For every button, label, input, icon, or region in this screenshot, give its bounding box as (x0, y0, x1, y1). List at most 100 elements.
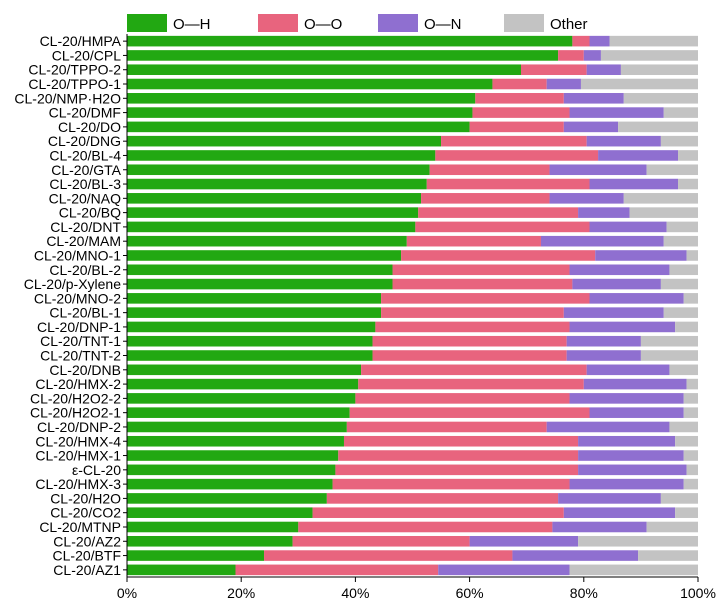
bar-segment (558, 50, 584, 61)
bar-segment (686, 464, 698, 476)
bar-segment (346, 421, 547, 433)
bar-segment (646, 164, 698, 176)
bar-segment (127, 307, 382, 318)
bar-segment (549, 164, 647, 176)
bar-segment (127, 235, 407, 247)
bar-segment (127, 393, 356, 404)
legend-label: O—O (304, 16, 342, 33)
bar-segment (127, 78, 493, 90)
bar-segment (127, 264, 393, 276)
bar-segment (127, 164, 430, 176)
category-label: ε-CL-20 (72, 462, 121, 478)
category-label: CL-20/MAM (46, 233, 121, 249)
bar-segment (358, 378, 584, 390)
bar-segment (595, 250, 687, 261)
bar-segment (355, 393, 570, 404)
bar-segment (569, 478, 684, 490)
bar-segment (392, 264, 570, 276)
bar-segment (683, 293, 698, 304)
bar-segment (127, 550, 265, 561)
bar-segment (569, 264, 670, 276)
bar-segment (620, 64, 698, 76)
bar-segment (669, 364, 698, 376)
category-label: CL-20/HMX-4 (35, 433, 121, 449)
bar-segment (546, 78, 581, 90)
bar-segment (127, 407, 350, 418)
bar-segment (127, 521, 299, 533)
bar-segment (235, 564, 439, 576)
category-label: CL-20/AZ2 (53, 533, 121, 549)
bar-segment (569, 393, 684, 404)
bar-segment (640, 350, 698, 361)
bar-segment (127, 364, 362, 376)
bar-segment (578, 535, 698, 547)
category-label: CL-20/HMPA (40, 33, 122, 49)
bar-segment (426, 178, 590, 190)
bar-segment (580, 78, 698, 90)
bar-segment (475, 93, 564, 104)
bar-segment (566, 350, 641, 361)
bar-segment (663, 107, 698, 118)
bar-segment (578, 464, 687, 476)
bar-segment (127, 321, 376, 333)
category-label: CL-20/TPPO-2 (28, 62, 121, 78)
legend-label: O—H (173, 16, 211, 33)
bar-segment (609, 35, 698, 47)
bar-segment (375, 321, 570, 333)
bar-segment (127, 293, 382, 304)
bar-segment (361, 364, 587, 376)
bar-segment (406, 235, 541, 247)
bar-segment (669, 421, 698, 433)
bar-segment (127, 378, 359, 390)
bar-segment (127, 35, 573, 47)
bar-segment (127, 250, 402, 261)
bar-segment (563, 307, 664, 318)
bar-segment (669, 264, 698, 276)
category-label: CL-20/MNO-1 (34, 247, 121, 263)
bar-segment (569, 107, 664, 118)
category-labels: CL-20/HMPACL-20/CPLCL-20/TPPO-2CL-20/TPP… (14, 33, 121, 578)
x-tick-label: 100% (680, 585, 716, 601)
legend-swatch (378, 14, 418, 32)
category-label: CL-20/DNG (48, 133, 121, 149)
bar-segment (646, 521, 698, 533)
bar-segment (469, 535, 579, 547)
bar-segment (683, 450, 698, 461)
bar-segment (127, 178, 427, 190)
category-label: CL-20/TPPO-1 (28, 76, 121, 92)
category-label: CL-20/NMP·H2O (14, 90, 121, 106)
category-label: CL-20/HMX-3 (35, 476, 121, 492)
bar-segment (472, 107, 570, 118)
bar-segment (629, 207, 698, 218)
bar-segment (566, 335, 641, 347)
category-label: CL-20/BL-3 (49, 176, 121, 192)
bar-segment (589, 178, 679, 190)
category-label: CL-20/DNT (50, 219, 121, 235)
bar-segment (469, 121, 564, 133)
legend-label: Other (550, 16, 588, 33)
bar-segment (583, 378, 687, 390)
bar-segment (127, 435, 344, 447)
category-label: CL-20/BL-1 (49, 305, 121, 321)
bar-segment (392, 278, 573, 290)
bar-segment (335, 464, 579, 476)
bar-segment (623, 93, 698, 104)
category-label: CL-20/TNT-1 (40, 333, 121, 349)
category-label: CL-20/BL-4 (49, 147, 121, 163)
bar-segment (127, 535, 293, 547)
category-label: CL-20/DNP-2 (37, 419, 121, 435)
bar-segment (683, 393, 698, 404)
x-tick-label: 60% (456, 585, 484, 601)
bar-segment (127, 278, 393, 290)
bar-segment (372, 350, 567, 361)
bar-segment (127, 121, 470, 133)
bar-segment (546, 421, 670, 433)
bar-segment (127, 193, 422, 204)
bar-segment (332, 478, 570, 490)
bar-segment (520, 64, 587, 76)
category-label: CL-20/H2O (50, 490, 121, 506)
bar-segment (326, 493, 559, 504)
bar-segment (127, 50, 559, 61)
category-label: CL-20/CPL (52, 47, 121, 63)
category-label: CL-20/p-Xylene (24, 276, 121, 292)
